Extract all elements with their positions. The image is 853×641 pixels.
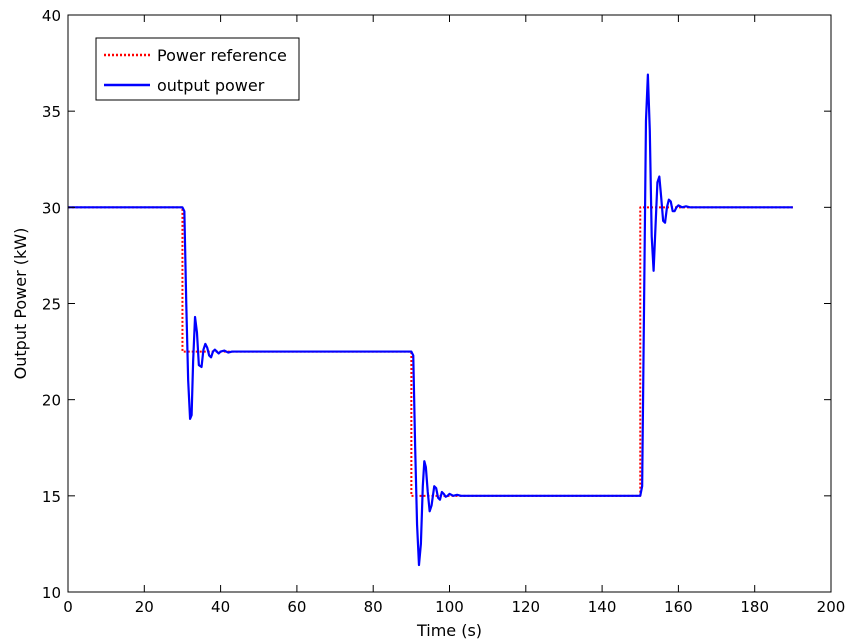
x-tick-label: 80 (364, 598, 383, 616)
x-tick-label: 140 (588, 598, 617, 616)
series-layer (68, 73, 793, 567)
x-tick-label: 160 (664, 598, 693, 616)
x-tick-label: 60 (287, 598, 306, 616)
y-tick-label: 15 (42, 488, 61, 506)
y-tick-label: 30 (42, 199, 61, 217)
y-tick-label: 25 (42, 296, 61, 314)
y-axis-label: Output Power (kW) (11, 228, 30, 380)
x-tick-label: 180 (740, 598, 769, 616)
y-tick-label: 35 (42, 103, 61, 121)
x-tick-label: 200 (817, 598, 846, 616)
legend-label-power-reference: Power reference (157, 46, 287, 65)
axes-layer: 0 20 40 60 80 100 120 140 160 180 200 10 15 20 25 30 35 4… (42, 7, 845, 616)
y-tick-label: 10 (42, 584, 61, 602)
x-tick-label: 20 (135, 598, 154, 616)
x-tick-label: 120 (511, 598, 540, 616)
y-tick-label: 40 (42, 7, 61, 25)
plot-area (68, 15, 831, 592)
legend: Power reference output power (95, 37, 300, 101)
x-axis-label: Time (s) (416, 621, 482, 640)
legend-box (95, 37, 300, 101)
y-tick-label: 20 (42, 392, 61, 410)
series-line-power-reference (68, 206, 793, 497)
x-tick-label: 100 (435, 598, 464, 616)
series-line-output-power (68, 73, 793, 567)
x-tick-label: 0 (63, 598, 73, 616)
x-tick-label: 40 (211, 598, 230, 616)
legend-label-output-power: output power (157, 76, 265, 95)
